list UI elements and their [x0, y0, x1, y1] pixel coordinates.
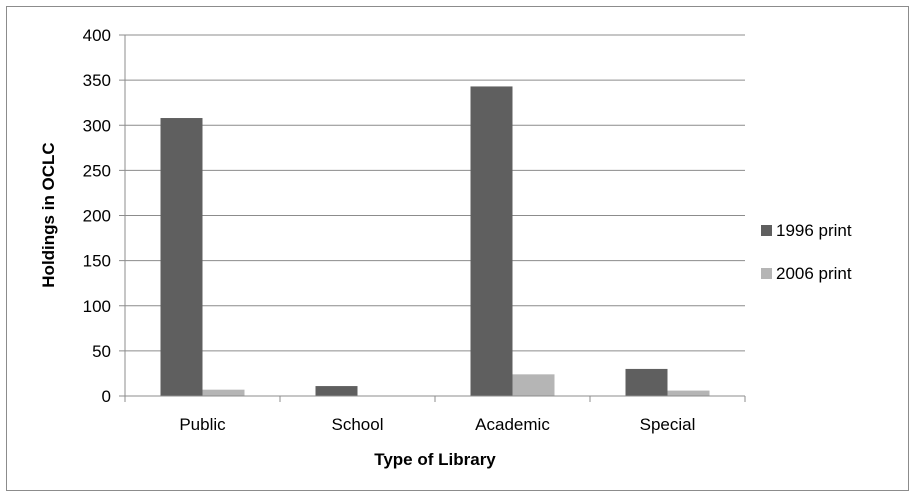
bar-academic-1996-print — [470, 86, 513, 396]
legend-swatch — [761, 225, 772, 236]
y-tick-label: 250 — [83, 161, 111, 180]
chart-frame — [6, 6, 909, 491]
legend-label: 2006 print — [776, 264, 852, 283]
y-tick-label: 300 — [83, 116, 111, 135]
bar-public-1996-print — [160, 118, 203, 396]
gridlines — [125, 34, 745, 352]
y-tick-label: 50 — [92, 342, 111, 361]
x-tick-label: School — [332, 415, 384, 434]
x-tick-labels: Public School Academic Special — [124, 396, 746, 434]
y-tick-label: 100 — [83, 297, 111, 316]
y-tick-label: 150 — [83, 252, 111, 271]
y-tick-labels: 0 50 100 150 200 250 300 350 400 — [83, 26, 125, 406]
bar-public-2006-print — [202, 389, 245, 396]
y-axis-title: Holdings in OCLC — [39, 142, 58, 287]
bar-academic-2006-print — [512, 374, 555, 396]
y-tick-label: 200 — [83, 207, 111, 226]
legend-swatch — [761, 268, 772, 279]
x-axis-title: Type of Library — [374, 450, 496, 469]
legend: 1996 print 2006 print — [761, 221, 852, 283]
bar-special-1996-print — [625, 368, 668, 396]
legend-label: 1996 print — [776, 221, 852, 240]
y-tick-label: 350 — [83, 71, 111, 90]
x-tick-label: Academic — [475, 415, 550, 434]
bar-school-1996-print — [315, 386, 358, 396]
bar-special-2006-print — [667, 390, 710, 396]
y-tick-label: 400 — [83, 26, 111, 45]
x-tick-label: Special — [640, 415, 696, 434]
bars — [160, 86, 710, 396]
y-tick-label: 0 — [102, 387, 111, 406]
x-tick-label: Public — [179, 415, 226, 434]
